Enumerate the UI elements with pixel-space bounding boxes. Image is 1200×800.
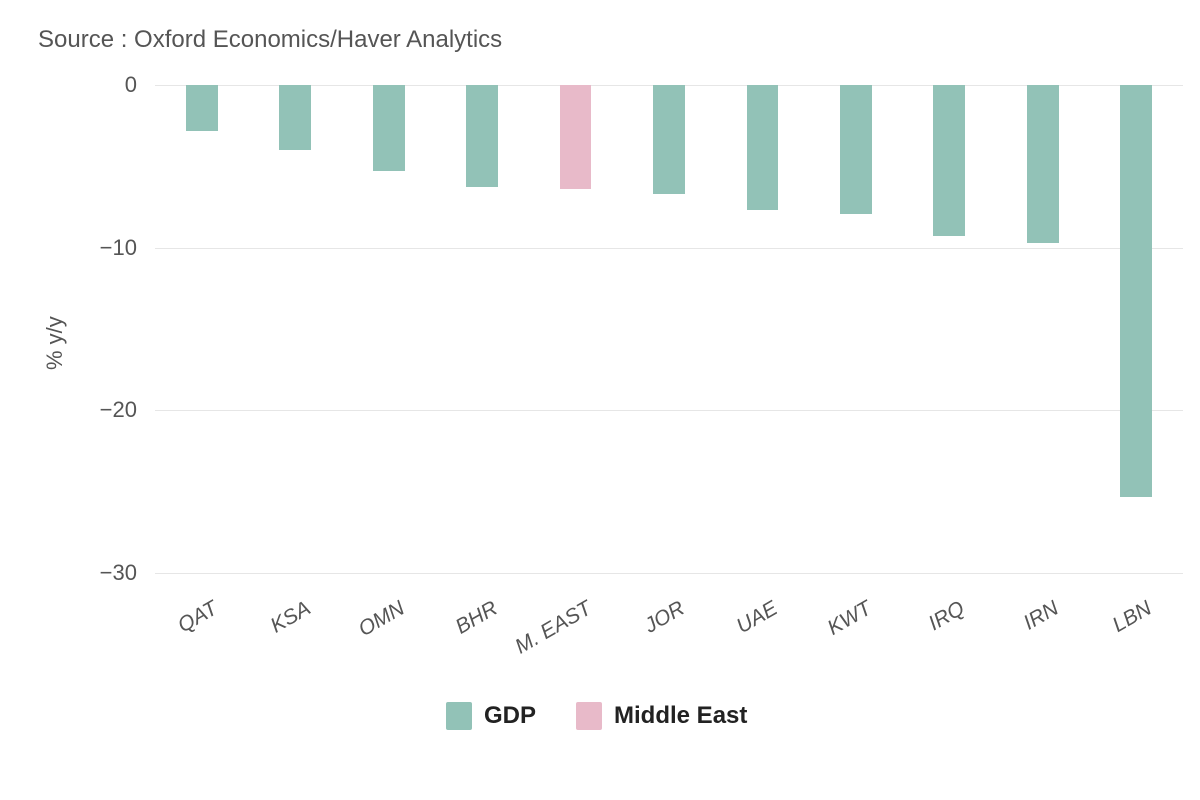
bar [933, 85, 965, 236]
bar [1027, 85, 1059, 243]
gridline [155, 573, 1183, 574]
legend: GDP Middle East [446, 702, 747, 730]
bar [747, 85, 779, 210]
gridline [155, 410, 1183, 411]
legend-swatch [446, 702, 472, 730]
y-tick-label: −30 [100, 560, 155, 586]
chart-source-text: Source : Oxford Economics/Haver Analytic… [38, 26, 502, 54]
y-tick-label: 0 [125, 72, 155, 98]
gdp-chart: Source : Oxford Economics/Haver Analytic… [0, 0, 1200, 800]
gridline [155, 248, 1183, 249]
y-axis-title: % y/y [42, 316, 68, 370]
y-tick-label: −10 [100, 235, 155, 261]
legend-label: GDP [484, 702, 536, 730]
bar [186, 85, 218, 131]
legend-item: GDP [446, 702, 536, 730]
bar [840, 85, 872, 214]
bar [373, 85, 405, 171]
legend-swatch [576, 702, 602, 730]
bar [279, 85, 311, 150]
plot-area: 0−10−20−30QATKSAOMNBHRM. EASTJORUAEKWTIR… [155, 85, 1183, 573]
bar [560, 85, 592, 189]
legend-item: Middle East [576, 702, 747, 730]
legend-label: Middle East [614, 702, 747, 730]
bar [1120, 85, 1152, 497]
bar [653, 85, 685, 194]
bar [466, 85, 498, 187]
y-tick-label: −20 [100, 397, 155, 423]
